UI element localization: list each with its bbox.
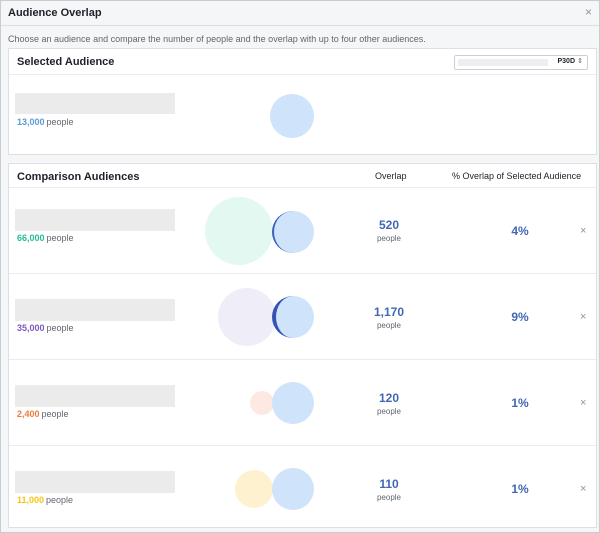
audience-unit: people bbox=[46, 233, 74, 243]
overlap-unit: people bbox=[376, 493, 402, 502]
comparison-audiences-panel: Comparison Audiences Overlap % Overlap o… bbox=[8, 163, 597, 528]
overlap-count: 120 bbox=[378, 391, 400, 405]
selected-audience-title: Selected Audience bbox=[17, 56, 115, 68]
audience-size: 35,000 people bbox=[17, 323, 74, 333]
selected-audience-circle bbox=[272, 211, 314, 253]
close-icon[interactable]: × bbox=[584, 5, 592, 19]
audience-size: 2,400 people bbox=[17, 409, 69, 419]
overlap-count: 110 bbox=[379, 477, 399, 491]
selected-audience-size: 13,000 people bbox=[17, 117, 74, 127]
overlap-unit: people bbox=[376, 234, 402, 243]
audience-count: 13,000 bbox=[17, 117, 45, 127]
date-range-value: P30D bbox=[557, 58, 575, 65]
select-arrows-icon: ⇕ bbox=[577, 58, 583, 65]
percent-overlap: 9% bbox=[511, 310, 529, 324]
audience-unit: people bbox=[46, 495, 74, 505]
overlap-column-header: Overlap bbox=[375, 171, 407, 181]
overlap-count: 1,170 bbox=[373, 305, 405, 319]
audience-size: 66,000 people bbox=[17, 233, 74, 243]
comparison-audience-circle bbox=[235, 470, 273, 508]
audience-count: 2,400 bbox=[17, 409, 40, 419]
redacted-audience-name bbox=[15, 209, 175, 231]
selected-audience-circle bbox=[272, 468, 314, 510]
overlap-unit: people bbox=[376, 407, 402, 416]
dialog-subtitle: Choose an audience and compare the numbe… bbox=[8, 34, 426, 44]
remove-row-icon[interactable]: × bbox=[580, 311, 587, 323]
selected-audience-circle bbox=[272, 382, 314, 424]
redacted-selection bbox=[458, 59, 548, 66]
audience-unit: people bbox=[46, 323, 74, 333]
selected-audience-circle bbox=[270, 94, 314, 138]
audience-unit: people bbox=[46, 117, 74, 127]
date-range-select[interactable]: P30D ⇕ bbox=[454, 55, 588, 70]
overlap-count: 520 bbox=[378, 218, 400, 232]
comparison-row: 35,000 people 1,170 people 9% × bbox=[9, 273, 596, 359]
comparison-row: 66,000 people 520 people 4% × bbox=[9, 187, 596, 273]
comparison-row: 2,400 people 120 people 1% × bbox=[9, 359, 596, 445]
comparison-header: Comparison Audiences Overlap % Overlap o… bbox=[9, 164, 596, 190]
dialog-header: Audience Overlap × bbox=[1, 1, 599, 26]
audience-size: 11,000 people bbox=[17, 495, 73, 505]
remove-row-icon[interactable]: × bbox=[580, 397, 587, 409]
percent-overlap: 4% bbox=[511, 224, 529, 238]
comparison-audience-circle bbox=[218, 288, 276, 346]
percent-overlap-column-header: % Overlap of Selected Audience bbox=[452, 171, 582, 181]
audience-count: 35,000 bbox=[17, 323, 45, 333]
percent-overlap: 1% bbox=[511, 482, 529, 496]
comparison-title: Comparison Audiences bbox=[17, 171, 140, 183]
redacted-audience-name bbox=[15, 471, 175, 493]
selected-audience-header: Selected Audience P30D ⇕ bbox=[9, 49, 596, 75]
audience-count: 11,000 bbox=[17, 495, 45, 505]
percent-overlap: 1% bbox=[511, 396, 529, 410]
remove-row-icon[interactable]: × bbox=[580, 483, 587, 495]
comparison-audience-circle bbox=[250, 391, 274, 415]
redacted-audience-name bbox=[15, 385, 175, 407]
selected-audience-circle bbox=[272, 296, 314, 338]
audience-unit: people bbox=[41, 409, 69, 419]
comparison-row: 11,000 people 110 people 1% × bbox=[9, 445, 596, 529]
audience-count: 66,000 bbox=[17, 233, 45, 243]
overlap-unit: people bbox=[376, 321, 402, 330]
redacted-audience-name bbox=[15, 299, 175, 321]
redacted-audience-name bbox=[15, 93, 175, 114]
dialog-title: Audience Overlap bbox=[8, 7, 102, 19]
remove-row-icon[interactable]: × bbox=[580, 225, 587, 237]
selected-audience-panel: Selected Audience P30D ⇕ 13,000 people bbox=[8, 48, 597, 155]
comparison-audience-circle bbox=[205, 197, 273, 265]
